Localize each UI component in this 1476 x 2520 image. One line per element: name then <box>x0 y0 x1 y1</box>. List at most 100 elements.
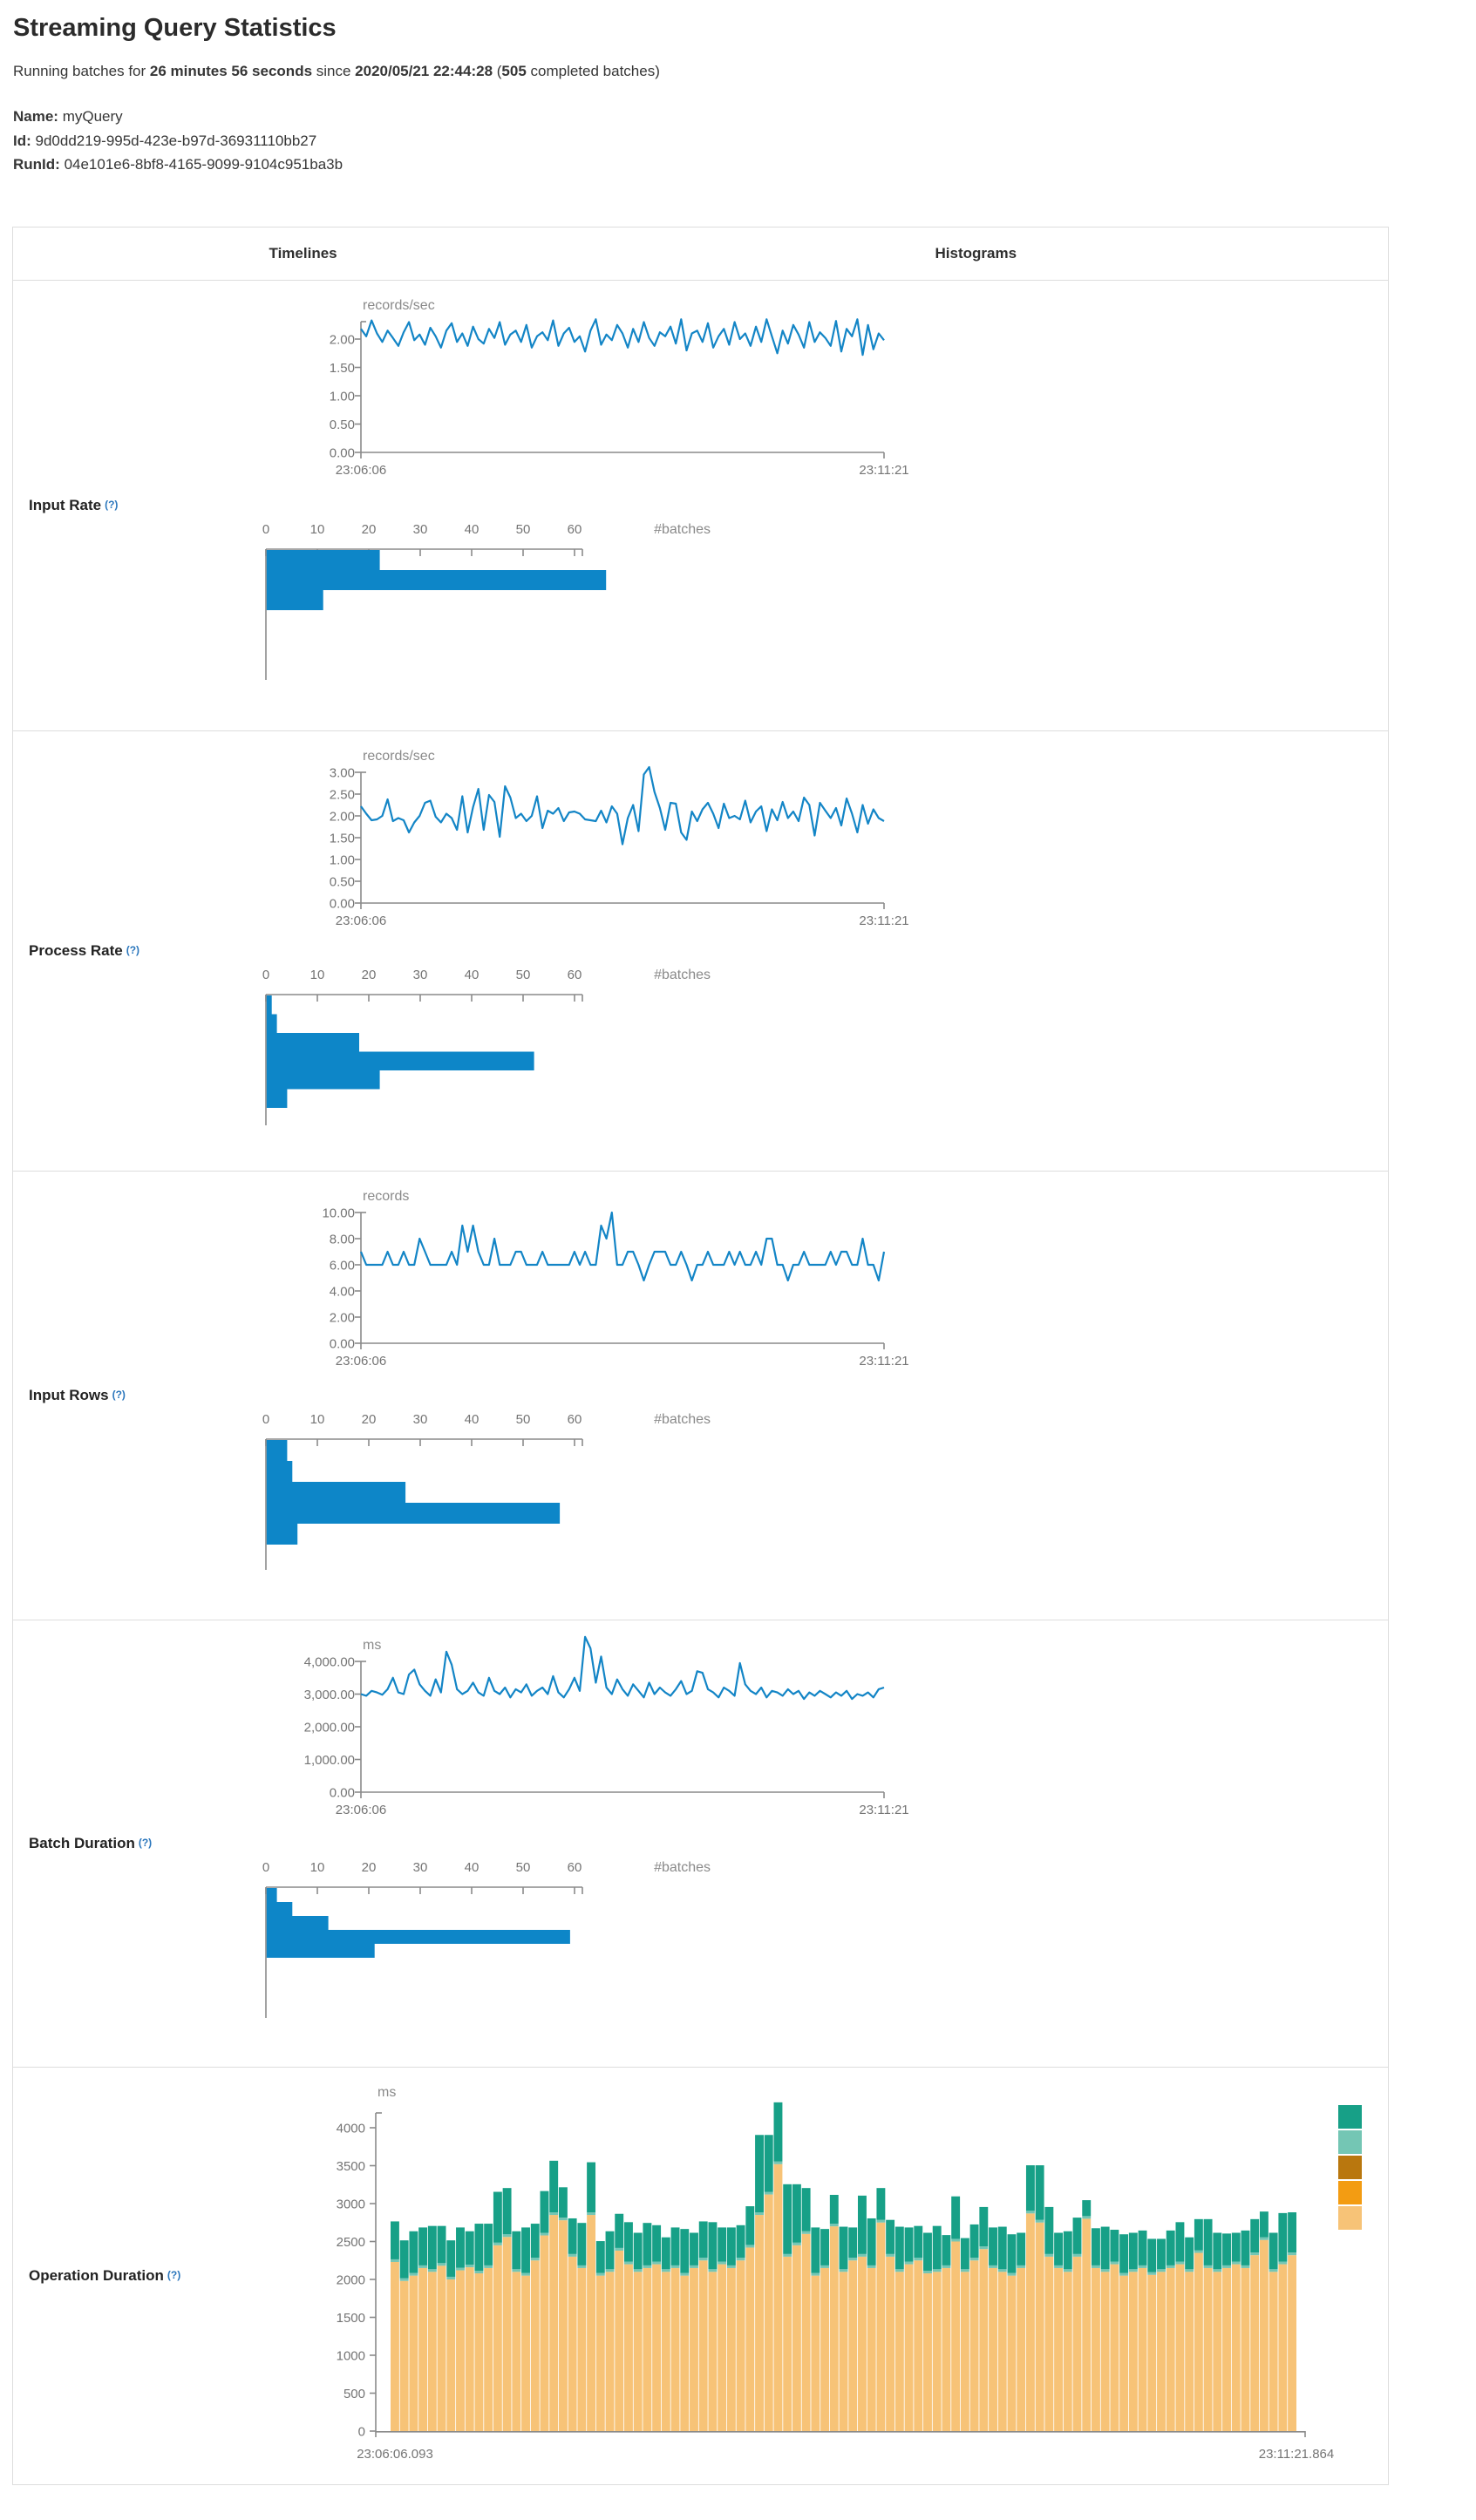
metric-label: Operation Duration <box>29 2266 164 2284</box>
svg-text:20: 20 <box>361 1860 376 1875</box>
table-header-row: Timelines Histograms <box>13 227 1389 280</box>
metric-label-cell: Input Rate (?) <box>12 279 254 730</box>
query-runid-label: RunId: <box>13 156 60 173</box>
histogram-chart[interactable]: 0 10 20 30 40 50 60 #batches <box>254 1844 723 2067</box>
metric-label-cell: Batch Duration (?) <box>12 1619 254 2067</box>
summary-prefix: Running batches for <box>13 63 150 79</box>
svg-text:0: 0 <box>262 1860 269 1875</box>
svg-text:0: 0 <box>262 522 269 537</box>
histogram-chart[interactable]: 0 10 20 30 40 50 60 #batches <box>254 951 723 1171</box>
process-rate-timeline-svg: records/sec 3.00 2.50 2.00 1.50 1.00 0.50 0.00 2… <box>329 749 908 928</box>
page-title: Streaming Query Statistics <box>13 14 337 42</box>
svg-text:1.00: 1.00 <box>329 389 354 404</box>
svg-text:60: 60 <box>567 1860 582 1875</box>
batch-duration-timeline-svg: ms 4,000.00 3,000.00 2,000.00 1,000.00 0.00 23… <box>303 1635 908 1817</box>
svg-text:#batches: #batches <box>654 522 711 537</box>
query-name-line: Name: myQuery <box>13 105 1476 129</box>
timeline-chart[interactable]: records 10.00 8.00 6.00 4.00 2.00 0.00 23:06:06… <box>254 1172 920 1396</box>
query-id-value: 9d0dd219-995d-423e-b97d-36931110bb27 <box>35 132 317 149</box>
svg-text:30: 30 <box>412 1412 427 1427</box>
svg-text:50: 50 <box>515 968 530 982</box>
svg-text:records/sec: records/sec <box>363 298 435 313</box>
svg-text:10.00: 10.00 <box>322 1206 355 1220</box>
svg-text:3500: 3500 <box>336 2159 364 2174</box>
table-row: Batch Duration (?) ms 4,000.00 3,000.00 2,00… <box>12 1619 1389 2067</box>
svg-text:30: 30 <box>412 1860 427 1875</box>
query-id-line: Id: 9d0dd219-995d-423e-b97d-36931110bb27 <box>13 129 1476 153</box>
svg-text:3000: 3000 <box>336 2197 364 2211</box>
operation-duration-svg: ms 4000 3500 3000 2500 2000 1500 1000 500 0 23:06:… <box>336 2085 1362 2462</box>
table-row: Process Rate (?) records/sec 3.00 2.50 2.00 1… <box>12 730 1389 1171</box>
svg-text:0.00: 0.00 <box>329 1785 354 1800</box>
svg-text:23:11:21: 23:11:21 <box>859 1354 908 1369</box>
svg-text:4000: 4000 <box>336 2121 364 2136</box>
input-rows-histogram-svg: 0 10 20 30 40 50 60 #batches <box>262 1412 711 1570</box>
legend-swatch-icon <box>1337 2155 1362 2179</box>
svg-text:10: 10 <box>309 1860 324 1875</box>
legend-swatch-icon <box>1337 2129 1362 2154</box>
svg-text:23:06:06.093: 23:06:06.093 <box>357 2447 433 2462</box>
help-tooltip-icon[interactable]: (?) <box>126 943 140 956</box>
timeline-chart[interactable]: records/sec 2.00 1.50 1.00 0.50 0.00 23:06:06 2… <box>254 281 920 506</box>
svg-text:10: 10 <box>309 1412 324 1427</box>
histogram-chart[interactable]: 0 10 20 30 40 50 60 #batches <box>254 1396 723 1620</box>
svg-text:2.00: 2.00 <box>329 1310 354 1325</box>
svg-text:ms: ms <box>378 2085 396 2100</box>
table-row: Input Rows (?) records 10.00 8.00 6.00 4.00 2.… <box>12 1170 1389 1620</box>
svg-text:50: 50 <box>515 1412 530 1427</box>
svg-text:0: 0 <box>262 1412 269 1427</box>
timelines-column-header: Timelines <box>269 244 337 262</box>
input-rate-timeline-svg: records/sec 2.00 1.50 1.00 0.50 0.00 23:06:06 2… <box>329 298 908 478</box>
svg-text:23:11:21.864: 23:11:21.864 <box>1258 2447 1333 2462</box>
svg-text:20: 20 <box>361 1412 376 1427</box>
help-tooltip-icon[interactable]: (?) <box>167 2268 181 2281</box>
svg-text:0: 0 <box>262 968 269 982</box>
svg-text:ms: ms <box>363 1638 381 1653</box>
svg-text:0.00: 0.00 <box>329 445 354 460</box>
svg-text:60: 60 <box>567 968 582 982</box>
svg-text:0.50: 0.50 <box>329 418 354 432</box>
metric-label: Process Rate <box>29 941 123 959</box>
legend-swatch-icon <box>1337 2104 1362 2129</box>
operation-duration-chart-cell: ms 4000 3500 3000 2500 2000 1500 1000 500 0 23:06:… <box>253 2066 1389 2484</box>
svg-text:2.00: 2.00 <box>329 809 354 824</box>
table-row: Operation Duration (?) ms 4000 3500 3000 2500… <box>12 2066 1389 2484</box>
start-timestamp: 2020/05/21 22:44:28 <box>355 63 493 79</box>
svg-text:30: 30 <box>412 522 427 537</box>
summary-middle: since <box>312 63 356 79</box>
operation-duration-stacked-chart[interactable]: ms 4000 3500 3000 2500 2000 1500 1000 500 0 23:06:… <box>254 2068 1389 2484</box>
svg-text:23:06:06: 23:06:06 <box>335 463 385 478</box>
metric-label: Batch Duration <box>29 1834 135 1851</box>
metric-charts-cell: records 10.00 8.00 6.00 4.00 2.00 0.00 23:06:06… <box>253 1170 1389 1620</box>
svg-text:2,000.00: 2,000.00 <box>303 1720 354 1735</box>
query-id-label: Id: <box>13 132 31 149</box>
timeline-chart[interactable]: records/sec 3.00 2.50 2.00 1.50 1.00 0.50 0.00 2… <box>254 731 920 951</box>
help-tooltip-icon[interactable]: (?) <box>112 1388 126 1401</box>
query-runid-line: RunId: 04e101e6-8bf8-4165-9099-9104c951b… <box>13 153 1476 177</box>
svg-text:40: 40 <box>464 1412 479 1427</box>
process-rate-histogram-svg: 0 10 20 30 40 50 60 #batches <box>262 968 711 1125</box>
svg-text:1.00: 1.00 <box>329 852 354 867</box>
summary-suffix: completed batches) <box>526 63 660 79</box>
svg-text:20: 20 <box>361 968 376 982</box>
svg-text:1.50: 1.50 <box>329 361 354 376</box>
svg-text:10: 10 <box>309 968 324 982</box>
help-tooltip-icon[interactable]: (?) <box>105 498 119 511</box>
svg-text:1,000.00: 1,000.00 <box>303 1753 354 1768</box>
svg-text:60: 60 <box>567 522 582 537</box>
metric-label-cell: Process Rate (?) <box>12 730 254 1171</box>
svg-text:23:11:21: 23:11:21 <box>859 914 908 928</box>
svg-text:0: 0 <box>357 2424 364 2439</box>
svg-text:#batches: #batches <box>654 1412 711 1427</box>
svg-text:4,000.00: 4,000.00 <box>303 1654 354 1669</box>
help-tooltip-icon[interactable]: (?) <box>138 1836 153 1849</box>
timeline-chart[interactable]: ms 4,000.00 3,000.00 2,000.00 1,000.00 0.00 23… <box>254 1620 920 1844</box>
svg-text:40: 40 <box>464 1860 479 1875</box>
metric-label-cell: Operation Duration (?) <box>12 2066 254 2484</box>
svg-text:23:06:06: 23:06:06 <box>335 914 385 928</box>
legend-swatch-icon <box>1337 2180 1362 2204</box>
svg-text:6.00: 6.00 <box>329 1258 354 1273</box>
svg-text:2500: 2500 <box>336 2235 364 2250</box>
histogram-chart[interactable]: 0 10 20 30 40 50 60 #batches <box>254 506 723 730</box>
svg-text:8.00: 8.00 <box>329 1232 354 1246</box>
